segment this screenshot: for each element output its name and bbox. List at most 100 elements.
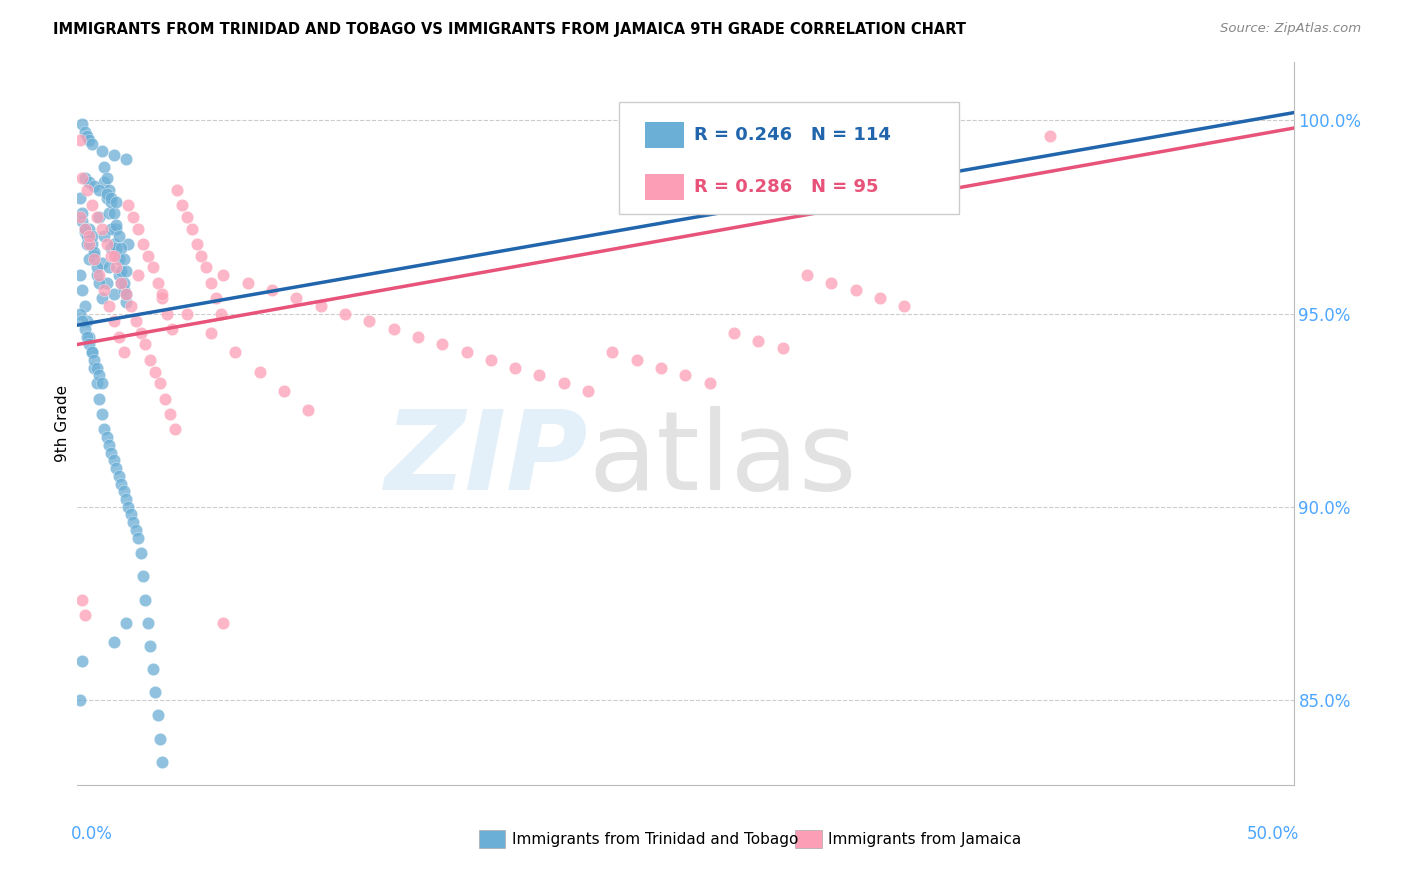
Point [86, 268, 108, 282]
Point [529, 368, 551, 383]
Point [80, 136, 103, 151]
Point [70, 171, 93, 186]
Point [80, 237, 103, 252]
Point [89, 183, 111, 197]
Point [112, 284, 135, 298]
Point [122, 515, 145, 529]
Point [83, 249, 105, 263]
Bar [794, 830, 821, 847]
Point [650, 360, 672, 375]
Y-axis label: 9th Grade: 9th Grade [55, 385, 70, 462]
Point [103, 314, 125, 328]
Point [97, 206, 120, 220]
Point [152, 287, 174, 301]
Point [103, 148, 125, 162]
Point [112, 276, 135, 290]
Point [160, 322, 183, 336]
Point [820, 276, 842, 290]
Point [699, 376, 721, 391]
Point [70, 314, 93, 328]
Point [76, 330, 98, 344]
Point [115, 491, 138, 506]
Point [103, 237, 125, 252]
Point [139, 639, 162, 653]
Point [146, 276, 169, 290]
Point [80, 345, 103, 359]
Point [83, 179, 105, 194]
Point [285, 291, 308, 305]
Point [553, 376, 575, 391]
Point [159, 407, 181, 421]
Point [236, 276, 259, 290]
Point [86, 376, 108, 391]
Point [149, 376, 172, 391]
Point [146, 708, 169, 723]
Point [212, 615, 235, 630]
Point [100, 221, 122, 235]
Point [152, 755, 174, 769]
Text: R = 0.286   N = 95: R = 0.286 N = 95 [695, 178, 879, 196]
Point [70, 592, 93, 607]
Point [73, 607, 96, 622]
Point [105, 194, 128, 209]
Point [105, 461, 128, 475]
Point [125, 314, 148, 328]
Point [103, 206, 125, 220]
Point [79, 330, 101, 344]
Point [132, 237, 155, 252]
Point [79, 175, 101, 189]
Point [90, 376, 112, 391]
Text: 0.0%: 0.0% [72, 825, 112, 843]
Point [120, 299, 142, 313]
Point [176, 307, 198, 321]
Point [132, 569, 155, 583]
Point [626, 353, 648, 368]
Point [115, 287, 138, 301]
Bar [645, 175, 685, 200]
Point [90, 256, 112, 270]
Point [110, 241, 132, 255]
Point [153, 392, 176, 406]
Point [107, 268, 129, 282]
Point [96, 191, 118, 205]
Point [918, 121, 941, 136]
Point [1039, 128, 1062, 143]
Point [73, 125, 96, 139]
Point [103, 249, 125, 263]
Point [456, 345, 478, 359]
Point [359, 314, 381, 328]
Point [93, 175, 115, 189]
Point [143, 685, 166, 699]
Point [134, 337, 156, 351]
Point [79, 237, 101, 252]
Point [675, 368, 697, 383]
Point [503, 360, 526, 375]
Point [224, 345, 246, 359]
Point [80, 345, 103, 359]
Point [127, 221, 149, 235]
Text: ZIP: ZIP [385, 407, 588, 513]
Point [149, 731, 172, 746]
Point [90, 407, 112, 421]
Point [117, 198, 139, 212]
Point [122, 210, 145, 224]
Point [110, 476, 132, 491]
Point [200, 326, 222, 340]
Point [76, 128, 98, 143]
Text: Immigrants from Trinidad and Tobago: Immigrants from Trinidad and Tobago [512, 831, 797, 847]
Point [96, 186, 118, 201]
Point [103, 635, 125, 649]
Point [70, 117, 93, 131]
Point [76, 237, 98, 252]
Point [69, 133, 91, 147]
Point [143, 365, 166, 379]
Point [190, 249, 212, 263]
Point [69, 693, 91, 707]
Text: IMMIGRANTS FROM TRINIDAD AND TOBAGO VS IMMIGRANTS FROM JAMAICA 9TH GRADE CORRELA: IMMIGRANTS FROM TRINIDAD AND TOBAGO VS I… [53, 22, 966, 37]
Point [134, 592, 156, 607]
Point [100, 249, 122, 263]
Point [120, 508, 142, 522]
Point [110, 264, 132, 278]
Point [90, 221, 112, 235]
Point [107, 229, 129, 244]
